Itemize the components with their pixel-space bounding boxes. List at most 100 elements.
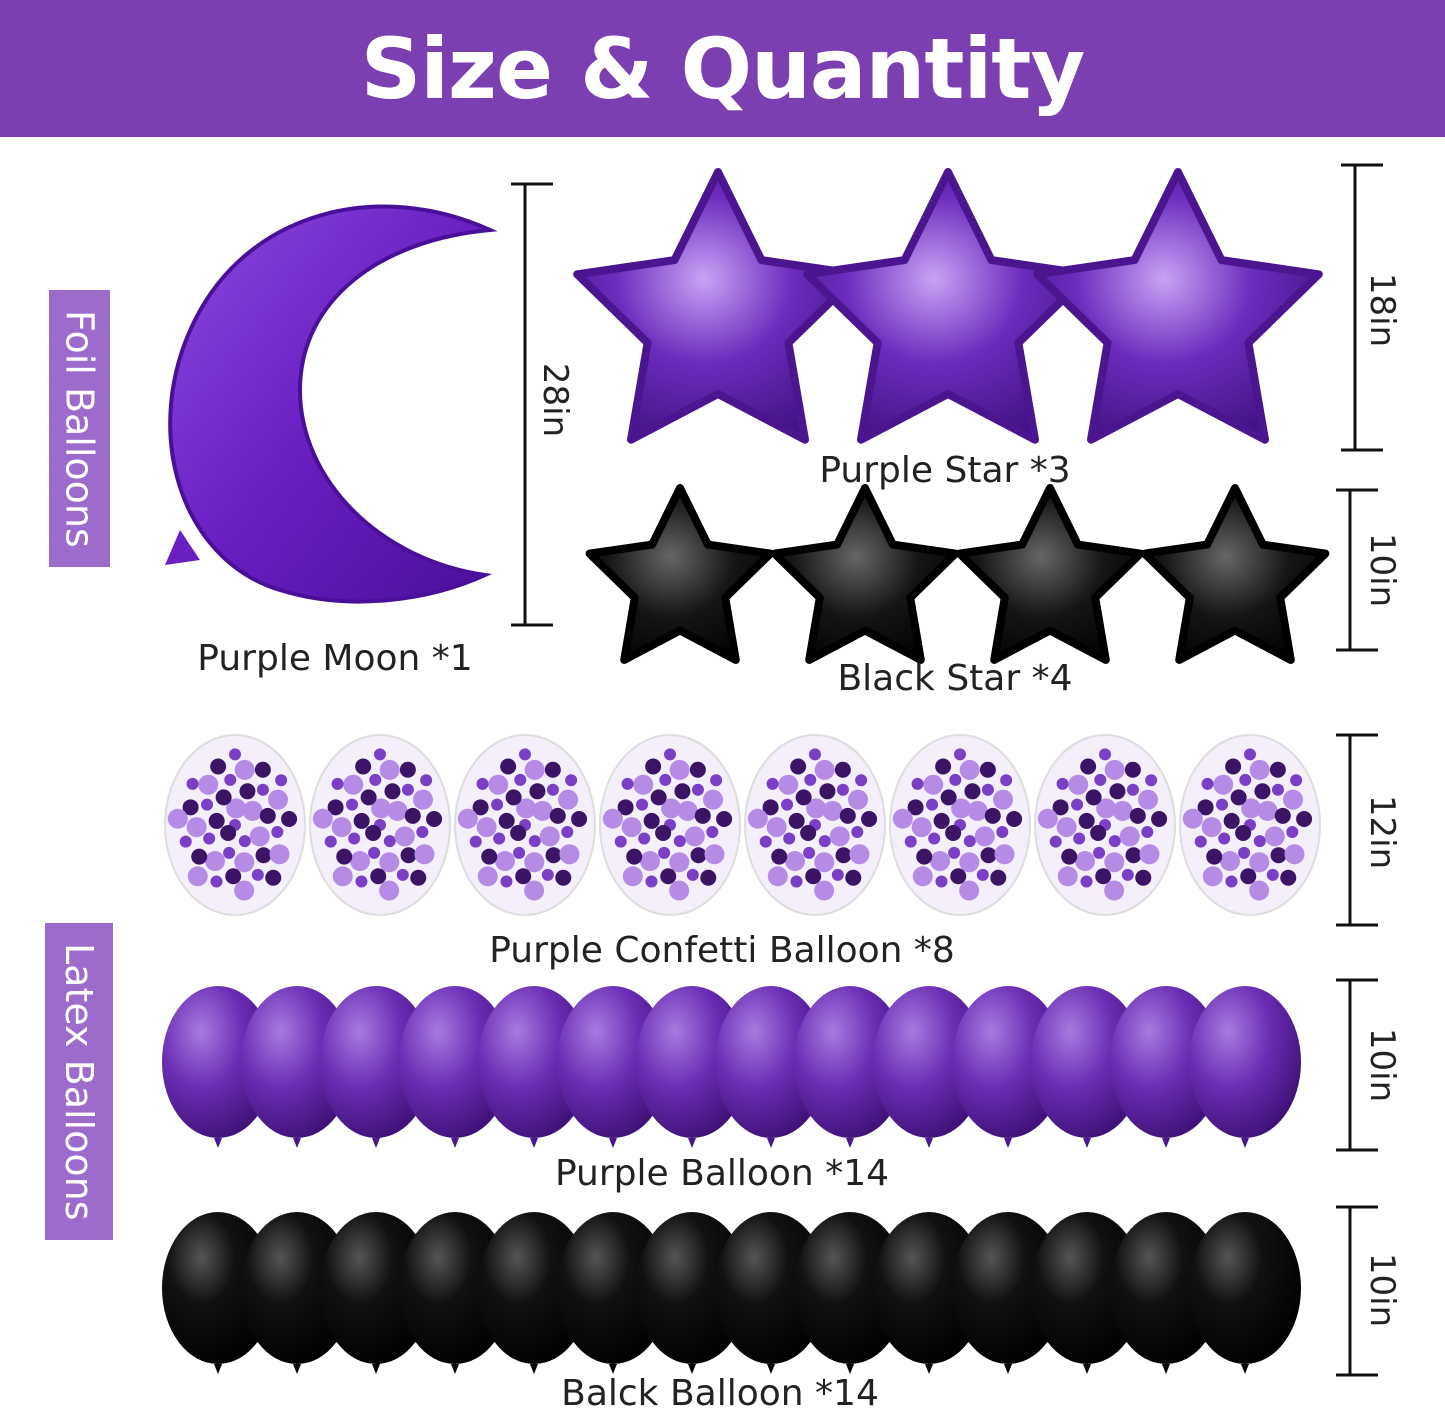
confetti-dot: [269, 844, 290, 865]
confetti-dot: [519, 748, 531, 761]
confetti-dot: [640, 851, 661, 872]
confetti-dot: [416, 826, 429, 839]
confetti-dot: [505, 789, 522, 806]
confetti-dot: [967, 800, 988, 821]
black-latex-balloon-knot: [293, 1364, 301, 1374]
purple-latex-balloon: [794, 986, 906, 1138]
confetti-dot: [1201, 777, 1214, 790]
black-latex-balloon-knot: [214, 1364, 222, 1374]
confetti-dot: [673, 835, 686, 848]
black-latex-balloon-knot: [530, 1364, 538, 1374]
confetti-dot: [546, 783, 559, 796]
confetti-dot: [396, 868, 409, 881]
confetti-dot: [1213, 774, 1234, 795]
confetti-dot: [660, 868, 677, 885]
confetti-dot: [524, 852, 545, 873]
confetti-size: 12in: [1362, 794, 1402, 870]
confetti-dot: [332, 866, 353, 887]
confetti-dot: [1280, 869, 1297, 886]
confetti-dot: [191, 848, 208, 865]
confetti-dot: [1080, 875, 1093, 888]
confetti-dot: [271, 826, 284, 839]
foil-balloons-label: Foil Balloons: [49, 290, 110, 567]
confetti-dot: [327, 799, 344, 816]
purple-latex-balloon: [952, 986, 1064, 1138]
confetti-dot: [959, 880, 980, 901]
confetti-dot: [602, 808, 623, 829]
black-latex-balloon: [241, 1212, 353, 1364]
confetti-dot: [800, 824, 817, 841]
confetti-dot: [179, 835, 192, 848]
confetti-dot: [1216, 798, 1229, 811]
purple-balloon-size: 10in: [1362, 1027, 1402, 1103]
confetti-dot: [1094, 773, 1107, 786]
black-latex-balloon: [478, 1212, 590, 1364]
moon-balloon: [168, 204, 498, 604]
confetti-dot: [399, 761, 416, 778]
confetti-dot: [205, 851, 226, 872]
confetti-dot: [822, 800, 843, 821]
confetti-dot: [223, 846, 236, 859]
confetti-dot: [400, 847, 417, 864]
confetti-dot: [353, 812, 370, 829]
confetti-dot: [355, 758, 372, 775]
confetti-dot: [803, 846, 816, 859]
confetti-dot: [1037, 808, 1058, 829]
black-star-balloon: [1140, 484, 1330, 664]
purple-latex-balloon: [478, 986, 590, 1138]
confetti-dot: [950, 868, 967, 885]
confetti-dot: [669, 759, 690, 780]
confetti-dot: [963, 835, 976, 848]
purple-star-balloon: [573, 168, 863, 444]
confetti-dot: [959, 759, 980, 780]
foil-balloons-text: Foil Balloons: [57, 309, 102, 548]
confetti-dot: [346, 798, 359, 811]
purple-star-label: Purple Star *3: [819, 450, 1071, 491]
confetti-dot: [350, 851, 371, 872]
purple-latex-balloon: [557, 986, 669, 1138]
confetti-dot: [926, 798, 939, 811]
confetti-dot: [818, 835, 831, 848]
confetti-dot: [491, 798, 504, 811]
confetti-dot: [370, 868, 387, 885]
confetti-dot: [275, 774, 288, 787]
confetti-dot: [690, 847, 707, 864]
confetti-dot: [215, 789, 232, 806]
confetti-dot: [993, 789, 1014, 810]
confetti-dot: [1056, 777, 1069, 790]
confetti-dot: [1057, 866, 1078, 887]
black-star-balloon: [770, 484, 960, 664]
confetti-dot: [420, 774, 433, 787]
confetti-dot: [201, 798, 214, 811]
confetti-dot: [256, 783, 269, 796]
purple-latex-balloon: [399, 986, 511, 1138]
confetti-dot: [645, 758, 662, 775]
confetti-dot: [928, 832, 941, 845]
purple-latex-balloon: [241, 986, 353, 1138]
page-title: Size & Quantity: [360, 19, 1085, 118]
confetti-dot: [1225, 758, 1242, 775]
confetti-dot: [1202, 866, 1223, 887]
confetti-dot: [1090, 824, 1107, 841]
confetti-dot: [365, 824, 382, 841]
confetti-dot: [510, 824, 527, 841]
black-latex-balloon: [636, 1212, 748, 1364]
confetti-dot: [1124, 761, 1141, 778]
confetti-dot: [981, 783, 994, 796]
confetti-dot: [935, 758, 952, 775]
black-latex-balloon: [1110, 1212, 1222, 1364]
confetti-dot: [1126, 783, 1139, 796]
confetti-dot: [1080, 758, 1097, 775]
confetti-dot: [788, 812, 805, 829]
purple-latex-balloon: [320, 986, 432, 1138]
confetti-dot: [1099, 748, 1111, 761]
confetti-dot: [413, 789, 434, 810]
confetti-dot: [254, 761, 271, 778]
purple-latex-balloon-knot: [530, 1138, 538, 1148]
confetti-dot: [851, 826, 864, 839]
confetti-dot: [524, 759, 545, 780]
confetti-dot: [1096, 798, 1117, 819]
confetti-dot: [239, 783, 256, 800]
black-balloon-size: 10in: [1362, 1252, 1402, 1328]
confetti-dot: [831, 868, 844, 881]
